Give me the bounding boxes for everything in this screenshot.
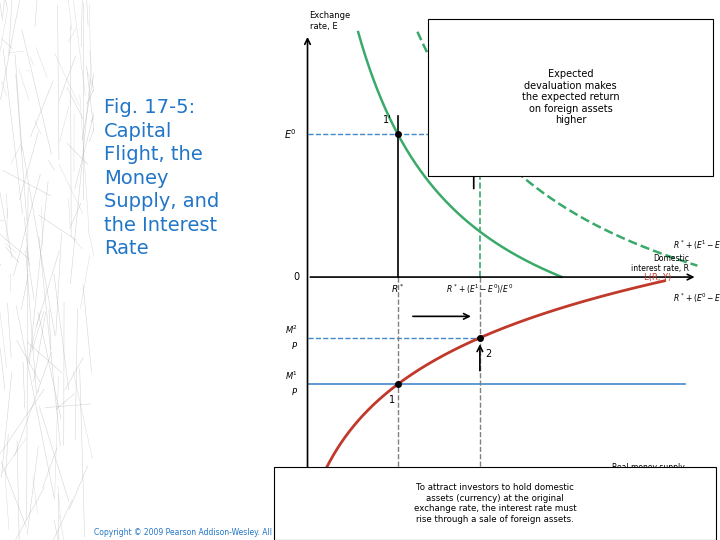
Text: $E^0$: $E^0$ [284, 127, 297, 141]
Text: L(R, Y): L(R, Y) [644, 273, 671, 282]
Text: 1': 1' [383, 115, 392, 125]
Text: $P$: $P$ [292, 386, 299, 397]
Text: $M^2$: $M^2$ [285, 323, 299, 336]
Text: Expected
devaluation makes
the expected return
on foreign assets
higher: Expected devaluation makes the expected … [522, 69, 619, 125]
Text: 2': 2' [484, 115, 492, 125]
Text: $R^*$: $R^*$ [391, 282, 405, 295]
Text: 2: 2 [485, 348, 491, 359]
Text: $R^*+(E^1-E)/E$: $R^*+(E^1-E)/E$ [672, 239, 720, 252]
Text: $R^*+(E^1−E^0)/E^0$: $R^*+(E^1−E^0)/E^0$ [446, 282, 513, 296]
Text: $R^*+(E^0-E)/E$: $R^*+(E^0-E)/E$ [672, 292, 720, 305]
Text: Real domestic
money holdings: Real domestic money holdings [393, 488, 460, 507]
Text: $M^1$: $M^1$ [285, 370, 299, 382]
Text: 1: 1 [389, 395, 395, 405]
Text: To attract investors to hold domestic
assets (currency) at the original
exchange: To attract investors to hold domestic as… [414, 483, 576, 524]
Text: Exchange
rate, E: Exchange rate, E [310, 11, 351, 31]
Text: Copyright © 2009 Pearson Addison-Wesley. All rights reserved.: Copyright © 2009 Pearson Addison-Wesley.… [94, 528, 335, 537]
Text: Fig. 17-5:
Capital
Flight, the
Money
Supply, and
the Interest
Rate: Fig. 17-5: Capital Flight, the Money Sup… [104, 98, 219, 258]
Text: 28: 28 [695, 527, 709, 537]
Text: Real money supply: Real money supply [612, 463, 685, 472]
Text: 0: 0 [293, 272, 300, 282]
Text: Domestic
interest rate, R: Domestic interest rate, R [631, 254, 689, 273]
Text: $P$: $P$ [292, 340, 299, 350]
